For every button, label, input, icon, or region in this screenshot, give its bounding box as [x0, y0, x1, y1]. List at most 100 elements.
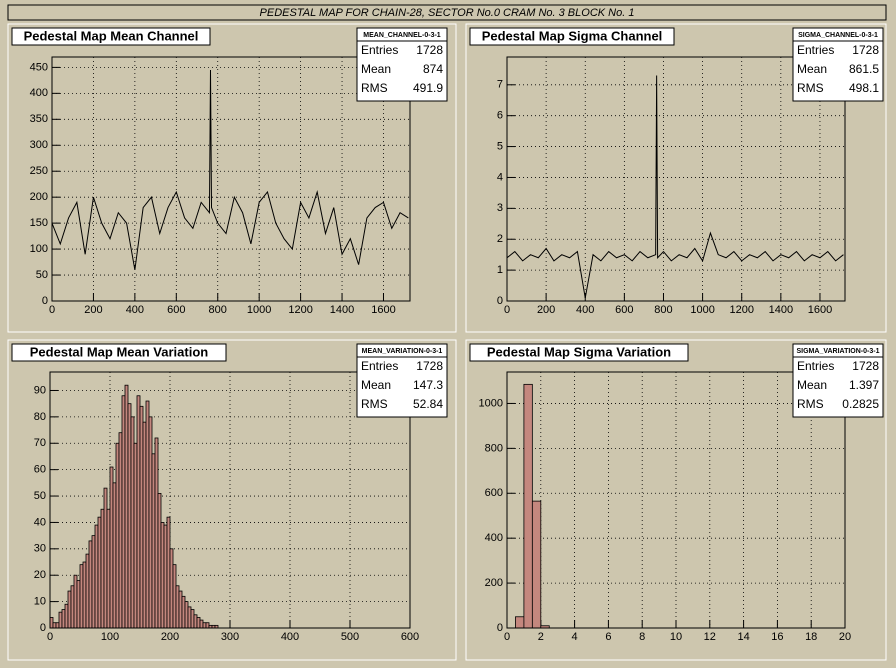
stats-value: 1728 [852, 359, 879, 373]
y-tick-label: 150 [30, 217, 48, 229]
y-tick-label: 80 [34, 411, 46, 423]
hist-bar [88, 540, 93, 629]
hist-bar [79, 564, 84, 629]
stats-value: 1728 [416, 359, 443, 373]
hist-bar [193, 614, 198, 629]
hist-bar [157, 493, 162, 629]
stats-value: 861.5 [849, 62, 879, 76]
stats-box [356, 27, 448, 102]
stats-label: RMS [361, 81, 388, 95]
x-tick-label: 1200 [288, 304, 312, 316]
frame [506, 371, 846, 629]
y-tick-label: 400 [485, 532, 503, 544]
hist-bar [52, 622, 57, 629]
header-title: PEDESTAL MAP FOR CHAIN-28, SECTOR No.0 C… [260, 7, 635, 19]
y-tick-label: 70 [34, 437, 46, 449]
y-tick-label: 40 [34, 516, 46, 528]
frame [49, 371, 411, 629]
stats-label: RMS [797, 81, 824, 95]
y-tick-label: 20 [34, 569, 46, 581]
hist-bar [148, 416, 153, 629]
y-tick-label: 100 [30, 243, 48, 255]
x-tick-label: 6 [605, 631, 611, 643]
hist-bar [61, 609, 66, 629]
hist-bar [184, 601, 189, 629]
x-tick-label: 1000 [247, 304, 271, 316]
chart-title: Pedestal Map Sigma Channel [482, 28, 663, 43]
stats-name: SIGMA_VARIATION-0-3-1 [797, 348, 880, 355]
title-box [11, 343, 227, 362]
stats-value: 1728 [416, 43, 443, 57]
y-tick-label: 400 [30, 87, 48, 99]
y-tick-label: 90 [34, 384, 46, 396]
y-tick-label: 0 [497, 622, 503, 634]
y-tick-label: 0 [497, 295, 503, 307]
x-tick-label: 18 [805, 631, 817, 643]
stats-name: MEAN_VARIATION-0-3-1 [362, 348, 443, 355]
stats-label: Mean [361, 62, 391, 76]
chart-title: Pedestal Map Sigma Variation [487, 344, 671, 359]
stats-label: Mean [361, 378, 391, 392]
hist-bar [127, 403, 132, 629]
stats-value: 147.3 [413, 378, 443, 392]
x-tick-label: 400 [126, 304, 144, 316]
y-tick-label: 1000 [479, 397, 503, 409]
stats-label: Entries [797, 43, 834, 57]
hist-bar [91, 535, 96, 629]
hist-bar [130, 416, 135, 629]
hist-bar [175, 585, 180, 629]
y-tick-label: 800 [485, 442, 503, 454]
hist-bar [76, 580, 81, 629]
y-tick-label: 10 [34, 596, 46, 608]
stats-name: MEAN_CHANNEL-0-3-1 [363, 32, 441, 39]
x-tick-label: 400 [576, 304, 594, 316]
x-tick-label: 1600 [808, 304, 832, 316]
hist-bar [515, 616, 525, 629]
data-line [51, 69, 409, 270]
y-tick-label: 5 [497, 140, 503, 152]
x-tick-label: 1000 [690, 304, 714, 316]
hist-bar [136, 395, 141, 629]
x-tick-label: 2 [538, 631, 544, 643]
hist-bar [64, 603, 69, 629]
x-tick-label: 200 [161, 631, 179, 643]
x-tick-label: 0 [47, 631, 53, 643]
stats-box [792, 27, 884, 102]
y-tick-label: 7 [497, 79, 503, 91]
y-tick-label: 6 [497, 110, 503, 122]
hist-bar [190, 609, 195, 629]
y-tick-label: 450 [30, 61, 48, 73]
hist-bar [196, 617, 201, 629]
hist-bar [67, 590, 72, 629]
hist-bar [55, 622, 60, 629]
y-tick-label: 60 [34, 464, 46, 476]
title-box [469, 343, 689, 362]
y-tick-label: 50 [36, 269, 48, 281]
y-tick-label: 250 [30, 165, 48, 177]
x-tick-label: 8 [639, 631, 645, 643]
y-tick-label: 200 [30, 191, 48, 203]
hist-bar [169, 548, 174, 629]
y-tick-label: 2 [497, 233, 503, 245]
x-tick-label: 1200 [729, 304, 753, 316]
x-tick-label: 800 [209, 304, 227, 316]
stats-label: RMS [361, 397, 388, 411]
frame [51, 56, 411, 302]
stats-label: Entries [361, 43, 398, 57]
x-tick-label: 200 [84, 304, 102, 316]
x-tick-label: 200 [537, 304, 555, 316]
chart-title: Pedestal Map Mean Variation [30, 344, 209, 359]
hist-bar [85, 553, 90, 629]
hist-bar [82, 561, 87, 629]
stats-value: 498.1 [849, 81, 879, 95]
x-tick-label: 800 [654, 304, 672, 316]
x-tick-label: 0 [49, 304, 55, 316]
y-tick-label: 300 [30, 139, 48, 151]
stats-value: 0.2825 [842, 397, 879, 411]
stats-name: SIGMA_CHANNEL-0-3-1 [798, 32, 878, 39]
stats-label: Entries [361, 359, 398, 373]
stats-label: Entries [797, 359, 834, 373]
data-line [506, 75, 844, 299]
y-tick-label: 0 [42, 295, 48, 307]
hist-bar [133, 442, 138, 629]
